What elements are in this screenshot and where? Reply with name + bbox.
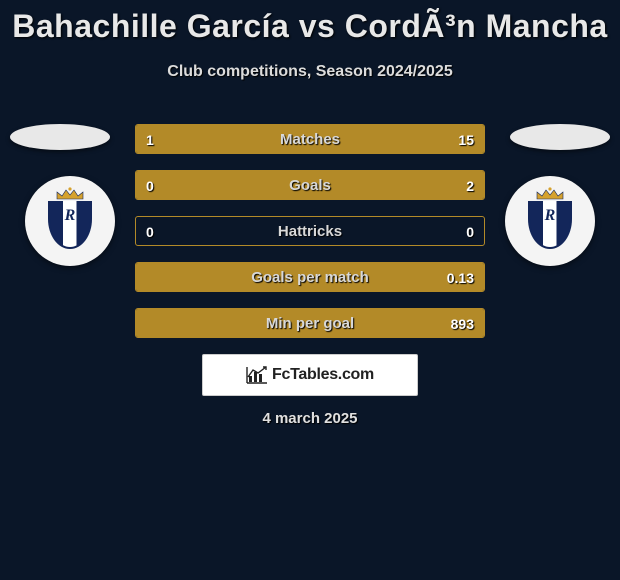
stat-label: Matches — [136, 125, 484, 154]
stat-row: 893Min per goal — [135, 308, 485, 338]
brand-badge[interactable]: FcTables.com — [202, 354, 418, 396]
stat-label: Goals per match — [136, 263, 484, 292]
shield-icon: R — [528, 193, 572, 249]
stat-label: Goals — [136, 171, 484, 200]
crown-icon — [535, 187, 565, 201]
stat-label: Min per goal — [136, 309, 484, 338]
club-crest-left: R — [25, 176, 115, 266]
stat-row: 0.13Goals per match — [135, 262, 485, 292]
stat-row: 115Matches — [135, 124, 485, 154]
stat-label: Hattricks — [136, 217, 484, 246]
chart-icon — [246, 366, 268, 384]
page-title: Bahachille García vs CordÃ³n Mancha — [0, 0, 620, 45]
crown-icon — [55, 187, 85, 201]
player-marker-left — [10, 124, 110, 150]
player-marker-right — [510, 124, 610, 150]
club-crest-right: R — [505, 176, 595, 266]
shield-icon: R — [48, 193, 92, 249]
subtitle: Club competitions, Season 2024/2025 — [0, 63, 620, 81]
date-label: 4 march 2025 — [0, 410, 620, 427]
stat-row: 00Hattricks — [135, 216, 485, 246]
brand-label: FcTables.com — [272, 366, 374, 384]
stat-row: 02Goals — [135, 170, 485, 200]
stats-table: 115Matches 02Goals 00Hattricks 0.13Goals pe… — [135, 124, 485, 354]
